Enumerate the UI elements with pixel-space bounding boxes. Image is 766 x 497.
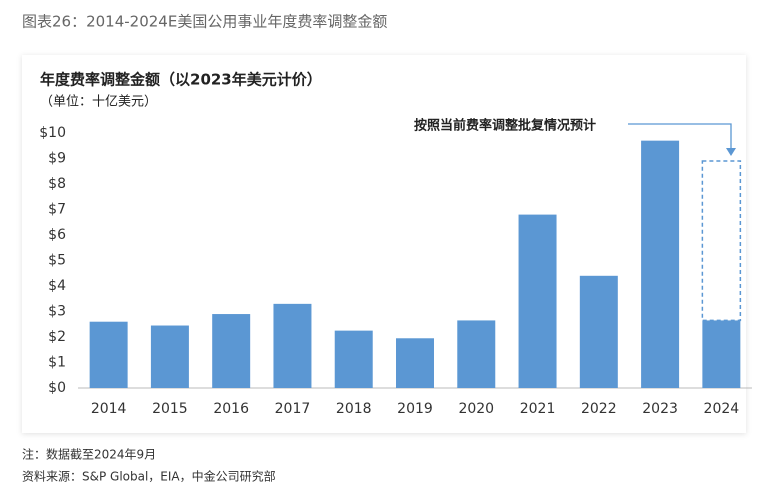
y-tick-label: $3 bbox=[48, 304, 66, 320]
caption: 图表26：2014-2024E美国公用事业年度费率调整金额 bbox=[22, 13, 387, 31]
y-tick-label: $0 bbox=[48, 380, 66, 396]
y-tick-label: $10 bbox=[39, 125, 66, 141]
note: 注：数据截至2024年9月 bbox=[22, 447, 156, 462]
bar bbox=[150, 325, 189, 388]
projected-bar bbox=[701, 160, 742, 322]
note-arrow bbox=[628, 123, 732, 150]
y-tick-label: $7 bbox=[48, 202, 66, 218]
x-tick-label: 2015 bbox=[152, 401, 188, 417]
bar bbox=[396, 338, 434, 388]
x-tick-label: 2022 bbox=[581, 401, 617, 417]
x-tick-label: 2018 bbox=[336, 401, 372, 417]
chart-title: 年度费率调整金额（以2023年美元计价） bbox=[40, 71, 322, 89]
bar bbox=[702, 320, 741, 388]
y-tick-label: $5 bbox=[48, 253, 66, 269]
y-tick-label: $8 bbox=[48, 176, 66, 192]
bar bbox=[273, 303, 312, 388]
bar bbox=[641, 140, 680, 388]
bar bbox=[579, 275, 618, 388]
source: 资料来源：S&P Global，EIA，中金公司研究部 bbox=[22, 469, 276, 484]
bar bbox=[212, 314, 251, 388]
x-tick-label: 2021 bbox=[520, 401, 556, 417]
x-tick-label: 2023 bbox=[642, 401, 678, 417]
y-tick-label: $6 bbox=[48, 227, 66, 243]
x-tick-label: 2024 bbox=[704, 401, 740, 417]
y-tick-label: $1 bbox=[48, 355, 66, 371]
chart-subtitle: （单位：十亿美元） bbox=[40, 95, 157, 110]
projection-note: 按照当前费率调整批复情况预计 bbox=[414, 118, 596, 134]
x-tick-label: 2017 bbox=[275, 401, 311, 417]
y-tick-label: $4 bbox=[48, 278, 66, 294]
note-arrowhead bbox=[726, 148, 736, 156]
x-tick-label: 2019 bbox=[397, 401, 433, 417]
y-tick-label: $9 bbox=[48, 151, 66, 167]
y-tick-label: $2 bbox=[48, 329, 66, 345]
chart-frame bbox=[22, 55, 746, 433]
x-tick-label: 2014 bbox=[91, 401, 127, 417]
x-tick-label: 2016 bbox=[213, 401, 249, 417]
bar bbox=[518, 214, 557, 388]
bar bbox=[89, 321, 128, 388]
bar bbox=[334, 330, 373, 388]
x-tick-label: 2020 bbox=[458, 401, 494, 417]
bar bbox=[457, 320, 496, 388]
